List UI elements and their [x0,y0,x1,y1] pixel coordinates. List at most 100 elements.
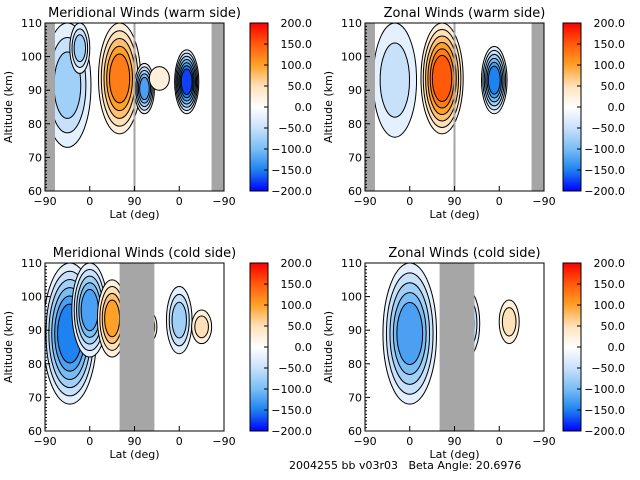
y-tick-label: 80 [348,358,362,371]
contour-band-5-6 [180,68,193,96]
colorbar-tick-label: 200.0 [281,17,313,30]
colorbar-tick-label: 0.0 [608,341,626,354]
y-tick-label: 110 [21,257,42,270]
no-data-band [45,23,55,191]
contour-band-2-5 [487,65,501,95]
x-tick-label: 90 [128,195,142,208]
x-axis-label: Lat (deg) [430,448,480,461]
contour-band-1-4 [80,288,99,332]
plot-area [365,23,544,191]
x-tick-label: 0 [86,195,93,208]
colorbar-tick-label: 150.0 [594,278,626,291]
colorbar-tick-label: 150.0 [281,278,313,291]
x-tick-label: 0 [496,195,503,208]
footer-beta-value: 20.6976 [475,459,522,472]
panel-zonal-warm: Zonal Winds (warm side) 60 70 80 90 100 110 −90… [320,0,640,240]
x-tick-label: −90 [532,195,555,208]
colorbar-tick-label: 150.0 [281,38,313,51]
colorbar-tick-label: 0.0 [295,341,313,354]
chart-svg: Zonal Winds (warm side) 60 70 80 90 100 110 −90… [322,6,626,221]
plot-area [45,263,224,431]
y-tick-label: 90 [348,84,362,97]
x-tick-label: 0 [176,435,183,448]
colorbar-tick-label: −200.0 [271,425,312,438]
colorbar-tick-label: −200.0 [584,185,625,198]
contour-band-2-3 [104,299,121,338]
colorbar-tick-label: −150.0 [271,164,312,177]
colorbar-tick-label: 50.0 [601,320,626,333]
colorbar-tick-label: 100.0 [281,59,313,72]
x-axis-label: Lat (deg) [110,448,160,461]
no-data-band [211,23,224,191]
contour-band-4-0 [148,66,170,91]
y-tick-label: 110 [21,17,42,30]
colorbar-tick-label: 100.0 [281,299,313,312]
y-tick-label: 100 [341,291,362,304]
chart-title: Zonal Winds (cold side) [388,246,540,261]
chart-svg: Zonal Winds (cold side) 60 70 80 90 100 110 −90… [322,246,626,461]
plot-area [45,23,224,191]
x-tick-label: −90 [532,435,555,448]
colorbar-tick-label: 200.0 [594,257,626,270]
x-tick-label: −90 [33,195,56,208]
colorbar-tick-label: −200.0 [584,425,625,438]
y-tick-label: 100 [341,51,362,64]
contour-band-5-1 [194,315,209,339]
footer-id-text: 2004255 bb v03r03 [289,459,398,472]
y-tick-label: 80 [348,118,362,131]
y-axis-label: Altitude (km) [322,71,335,143]
y-tick-label: 70 [348,151,362,164]
y-tick-label: 60 [348,425,362,438]
colorbar-tick-label: 0.0 [295,101,313,114]
y-tick-label: 60 [28,185,42,198]
colorbar-tick-label: 200.0 [594,17,626,30]
footer-beta-label: Beta Angle: [408,459,473,472]
panel-meridional-warm: Meridional Winds (warm side) 60 70 80 90 100 1… [0,0,320,240]
y-tick-label: 100 [21,51,42,64]
no-data-band [531,23,544,191]
x-tick-label: 90 [448,195,462,208]
x-tick-label: 0 [86,435,93,448]
y-axis-label: Altitude (km) [2,311,15,383]
contour-band-4-2 [171,301,187,339]
chart-title: Meridional Winds (cold side) [53,246,236,261]
x-tick-label: 90 [448,435,462,448]
y-tick-label: 80 [28,358,42,371]
y-tick-label: 110 [341,257,362,270]
colorbar-tick-label: 50.0 [601,80,626,93]
y-tick-label: 90 [28,324,42,337]
x-tick-label: −90 [33,435,56,448]
y-tick-label: 80 [28,118,42,131]
x-tick-label: −90 [212,195,235,208]
colorbar-tick-label: 200.0 [281,257,313,270]
chart-svg: Meridional Winds (cold side) 60 70 80 90 100 1… [2,246,313,461]
colorbar-tick-label: −100.0 [584,383,625,396]
colorbar-tick-label: −50.0 [591,122,625,135]
colorbar-tick-label: −50.0 [278,362,312,375]
x-axis-label: Lat (deg) [430,208,480,221]
y-tick-label: 60 [348,185,362,198]
colorbar-tick-label: 100.0 [594,59,626,72]
colorbar-tick-label: −150.0 [584,404,625,417]
x-tick-label: 0 [406,195,413,208]
x-tick-label: −90 [353,195,376,208]
y-tick-label: 110 [341,17,362,30]
no-data-band [439,263,475,431]
colorbar-tick-label: 50.0 [288,80,313,93]
colorbar-tick-label: −100.0 [271,383,312,396]
panel-meridional-cold: Meridional Winds (cold side) 60 70 80 90 100 1… [0,240,320,480]
no-data-band [119,263,155,431]
contour-band-1-5 [431,54,453,103]
x-tick-label: 0 [406,435,413,448]
colorbar-tick-label: −100.0 [271,143,312,156]
footer-caption: 2004255 bb v03r03 Beta Angle: 20.6976 [289,459,521,472]
contour-band-2-1 [501,307,517,337]
contour-band-1-2 [73,34,87,63]
y-tick-label: 90 [348,324,362,337]
no-data-band [365,23,375,191]
contour-band-2-4 [108,53,131,104]
colorbar-tick-label: −150.0 [271,404,312,417]
chart-title: Meridional Winds (warm side) [48,6,241,21]
y-tick-label: 70 [28,151,42,164]
colorbar-tick-label: −50.0 [591,362,625,375]
